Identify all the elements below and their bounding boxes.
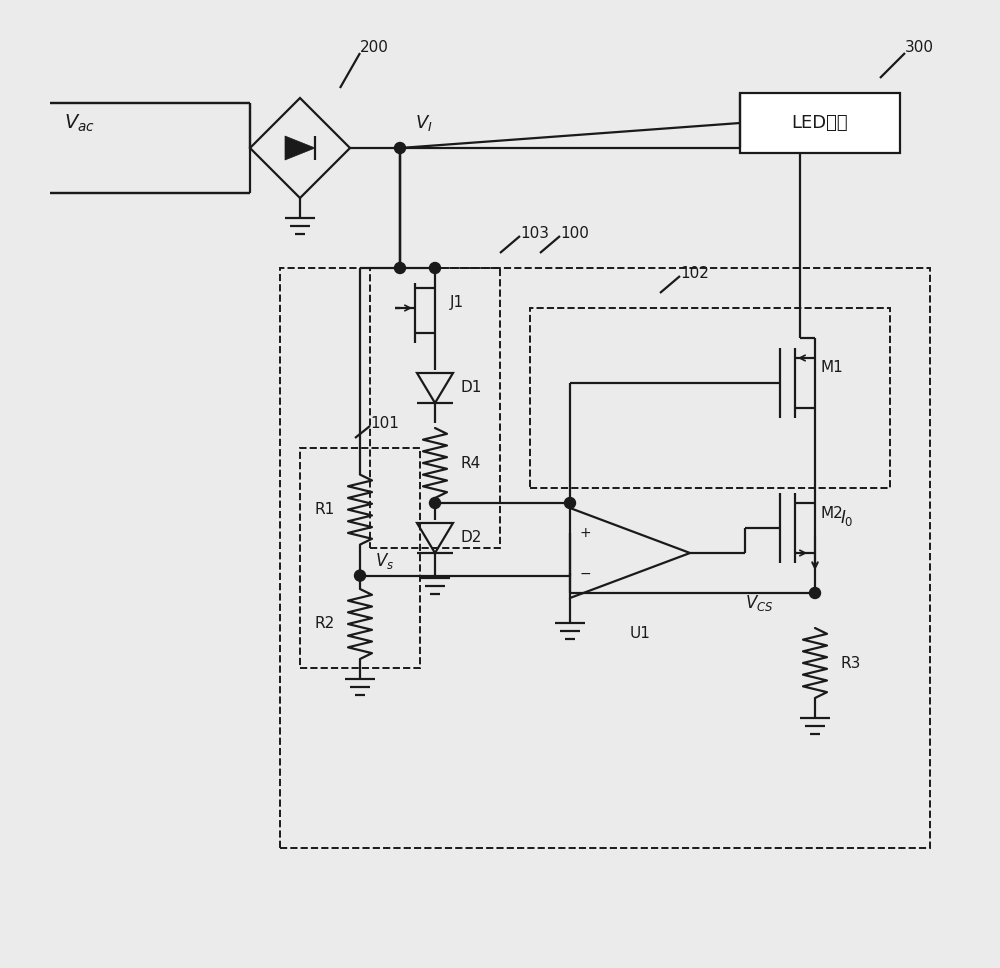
- Text: M1: M1: [820, 360, 843, 376]
- Text: U1: U1: [630, 625, 650, 641]
- Bar: [280, 268, 930, 848]
- Text: $V_{ac}$: $V_{ac}$: [64, 112, 96, 134]
- Text: J1: J1: [450, 295, 464, 311]
- Text: $I_0$: $I_0$: [840, 508, 854, 528]
- Text: $V_s$: $V_s$: [375, 551, 394, 570]
- Circle shape: [564, 498, 576, 508]
- Text: $-$: $-$: [579, 566, 591, 580]
- Bar: [740, 93, 900, 153]
- Text: 103: 103: [520, 226, 549, 240]
- Text: 101: 101: [370, 415, 399, 431]
- Text: D2: D2: [460, 530, 481, 546]
- Circle shape: [394, 142, 406, 154]
- Text: 200: 200: [360, 41, 389, 55]
- Text: R2: R2: [315, 617, 335, 631]
- Circle shape: [394, 262, 406, 274]
- Circle shape: [354, 570, 366, 581]
- Circle shape: [810, 588, 820, 598]
- Circle shape: [430, 498, 440, 508]
- Text: D1: D1: [460, 380, 481, 396]
- Bar: [530, 308, 890, 488]
- Text: M2: M2: [820, 505, 843, 521]
- Text: $V_I$: $V_I$: [415, 113, 433, 133]
- Bar: [370, 268, 500, 548]
- Text: +: +: [579, 526, 591, 540]
- Text: 102: 102: [680, 265, 709, 281]
- Text: LED负载: LED负载: [792, 114, 848, 132]
- Text: R4: R4: [460, 456, 480, 470]
- Text: 100: 100: [560, 226, 589, 240]
- Text: 300: 300: [905, 41, 934, 55]
- Bar: [300, 448, 420, 668]
- Text: R3: R3: [840, 655, 860, 671]
- Text: R1: R1: [315, 502, 335, 517]
- Polygon shape: [285, 136, 315, 160]
- Circle shape: [430, 262, 440, 274]
- Text: $V_{CS}$: $V_{CS}$: [745, 593, 774, 613]
